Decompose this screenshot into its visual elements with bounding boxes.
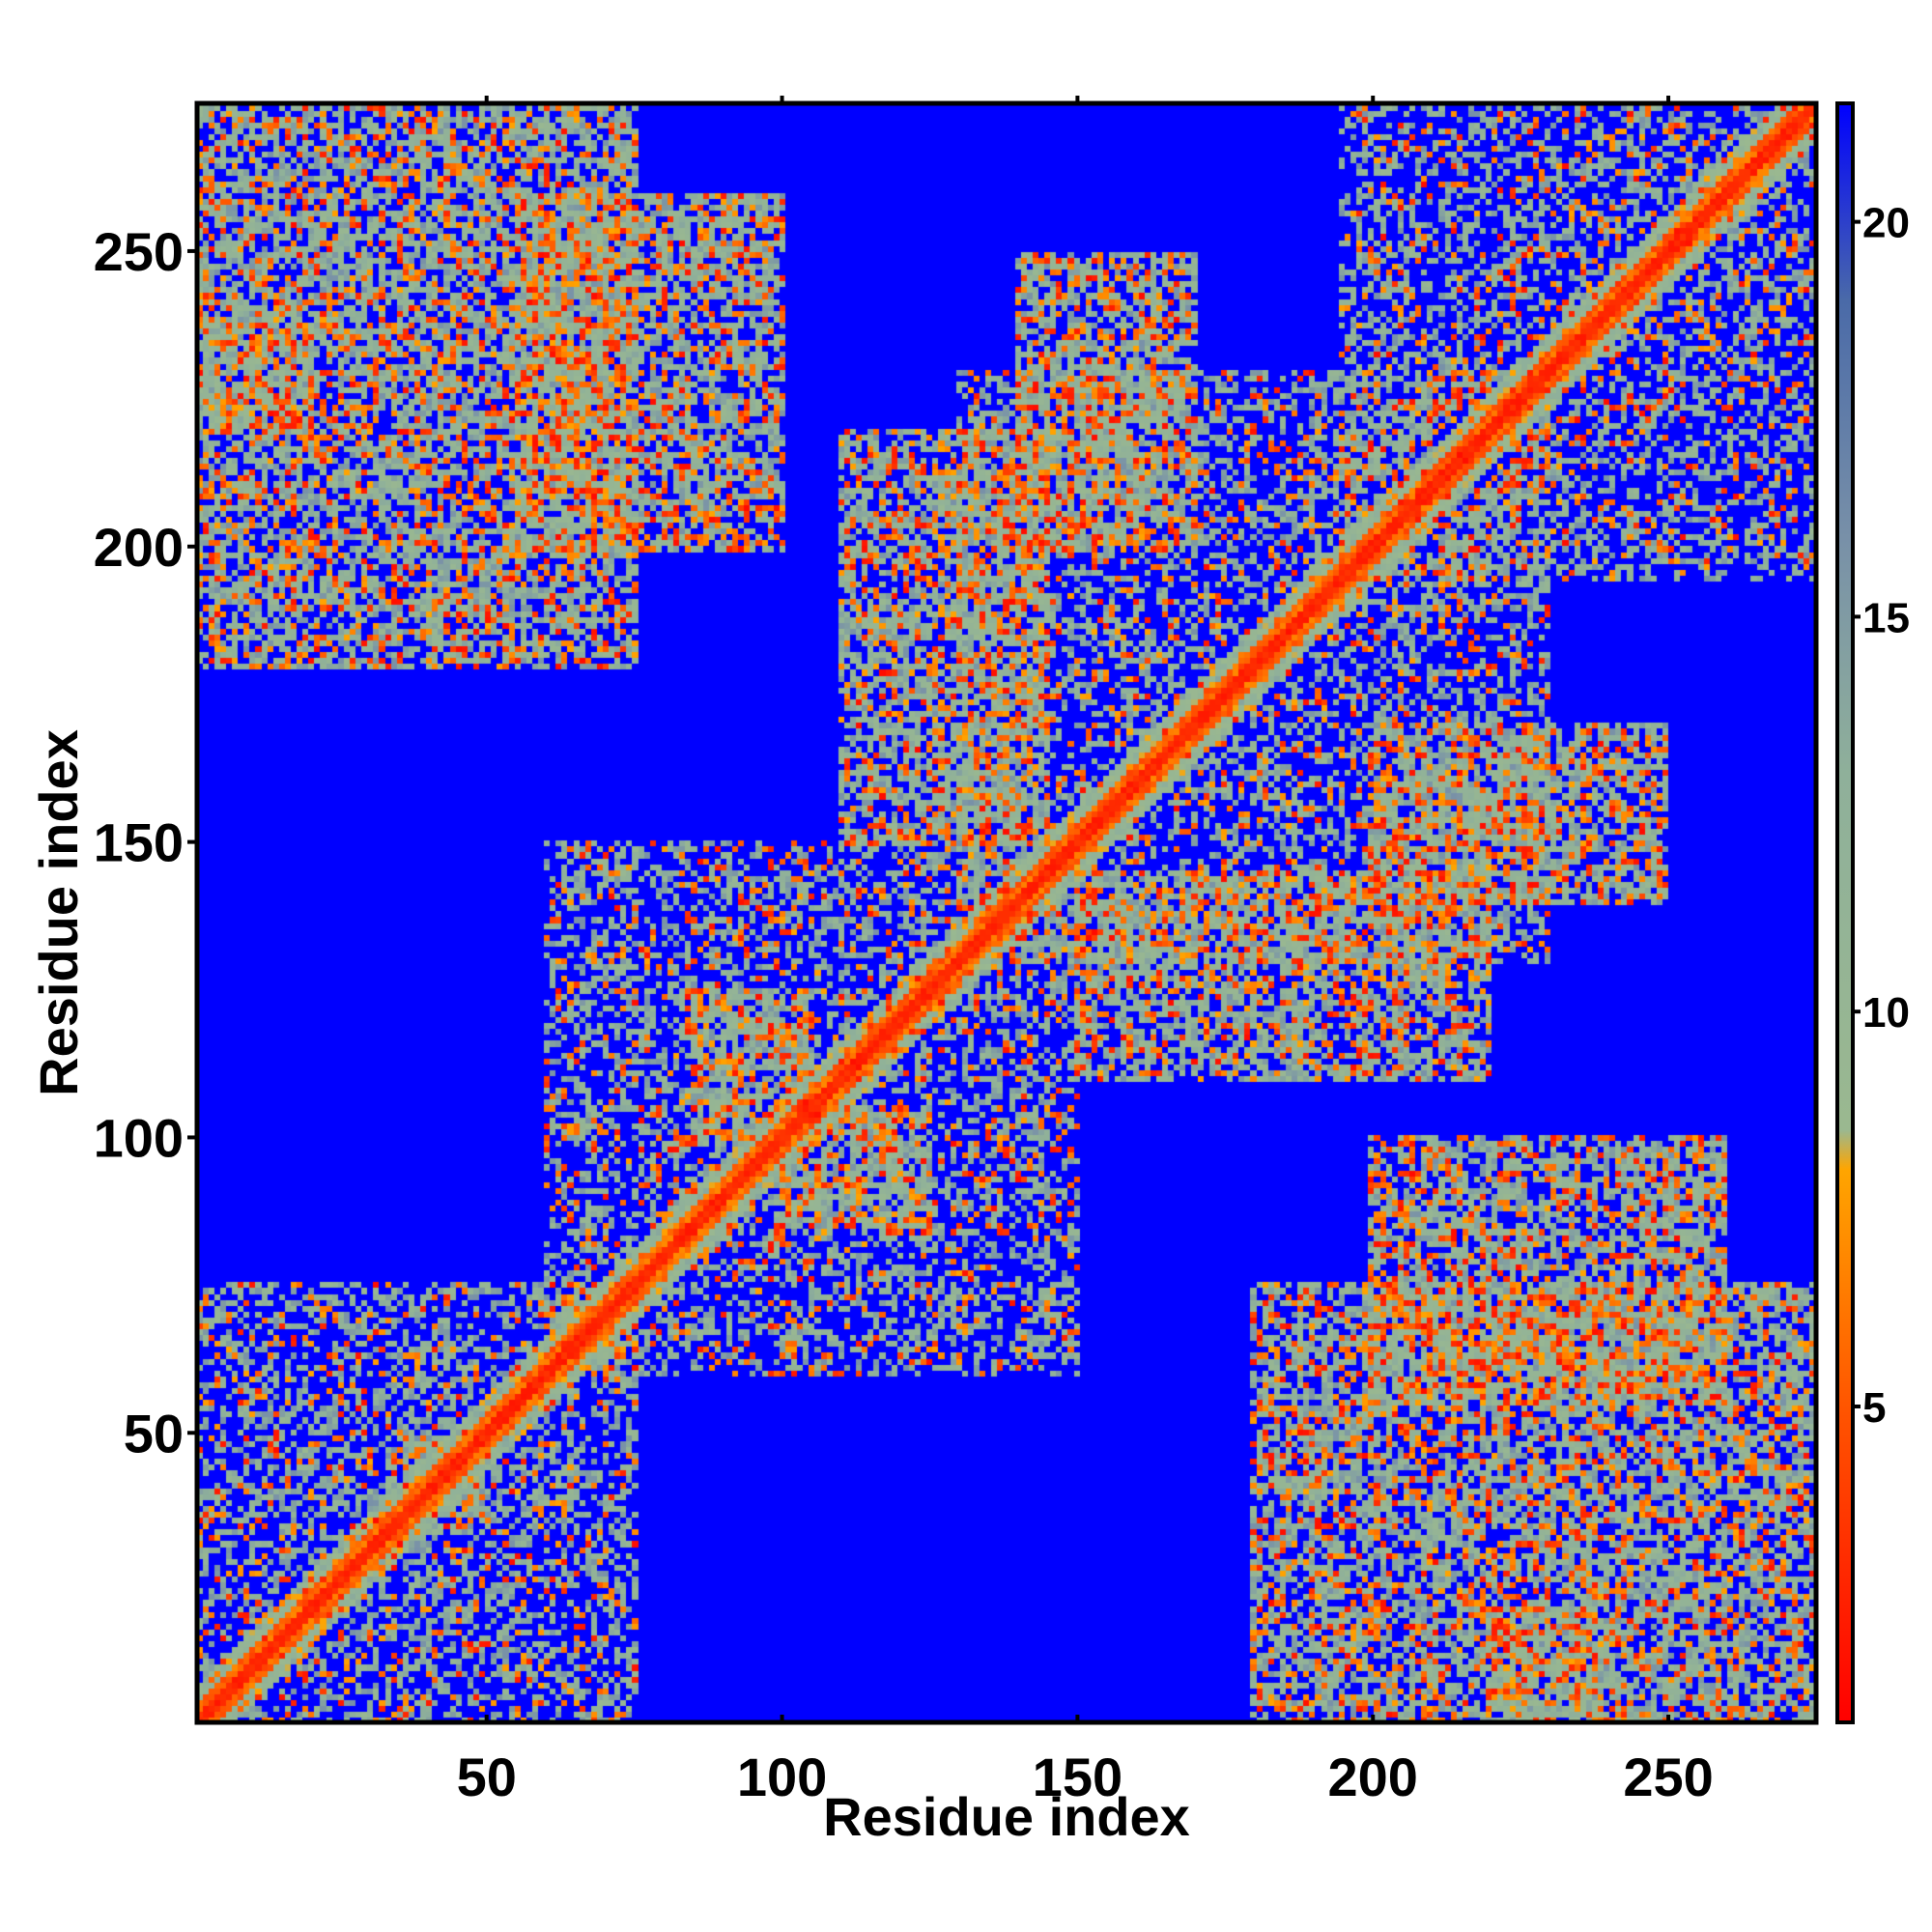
colorbar-axis: 5 10 15 20 [1853,200,1910,1432]
y-tick-label: 150 [94,812,184,873]
x-tick-label: 200 [1328,1747,1418,1807]
y-tick-label: 200 [94,517,184,578]
colorbar-tick-label: 10 [1862,989,1910,1037]
y-tick-label: 50 [124,1403,184,1463]
colorbar [1835,101,1855,1724]
y-tick-label: 250 [94,221,184,282]
x-axis-label: Residue index [823,1786,1190,1847]
y-tick-label: 100 [94,1107,184,1168]
y-axis-label: Residue index [28,729,89,1096]
x-tick-label: 50 [457,1747,517,1807]
x-tick-label: 100 [737,1747,827,1807]
colorbar-tick-label: 5 [1862,1384,1886,1432]
y-axis: 50 100 150 200 250 [94,221,197,1463]
heatmap-area [197,103,1816,1722]
colorbar-tick-label: 15 [1862,594,1910,641]
plot-frame [194,100,1819,1725]
colorbar-tick-label: 20 [1862,200,1910,247]
x-tick-label: 150 [1033,1747,1122,1807]
x-tick-label: 250 [1623,1747,1713,1807]
x-axis: 50 100 150 200 250 [457,96,1714,1807]
